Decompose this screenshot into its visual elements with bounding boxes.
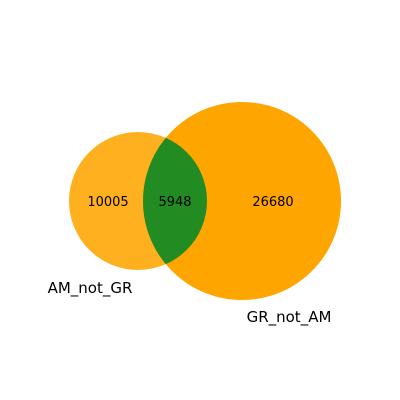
left-only-count: 10005 [87, 195, 128, 210]
set-circle-gr-not-am [143, 102, 341, 300]
set-label-am-not-gr: AM_not_GR [48, 279, 133, 298]
set-label-gr-not-am: GR_not_AM [247, 308, 332, 327]
right-only-count: 26680 [252, 195, 293, 210]
overlap-count: 5948 [158, 195, 191, 210]
